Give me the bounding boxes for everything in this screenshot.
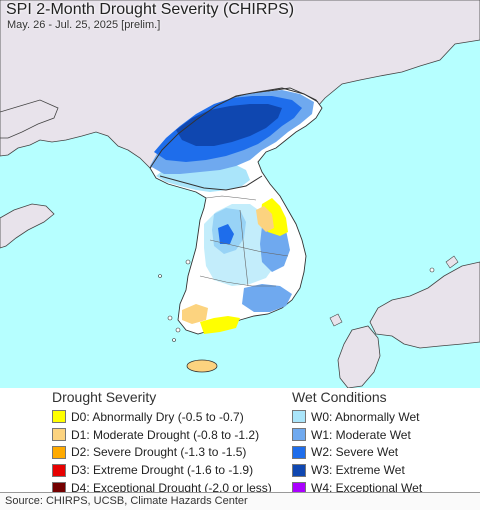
legend-item-d4: D4: Exceptional Drought (-2.0 or less)	[52, 479, 272, 497]
legend-label-w2: W2: Severe Wet	[311, 445, 399, 460]
swatch-w1	[292, 428, 306, 442]
legend-item-d3: D3: Extreme Drought (-1.6 to -1.9)	[52, 461, 272, 479]
swatch-d0	[52, 410, 66, 424]
legend-item-w4: W4: Exceptional Wet	[292, 479, 422, 497]
legend-label-w4: W4: Exceptional Wet	[311, 481, 423, 496]
wet-legend: Wet Conditions W0: Abnormally Wet W1: Mo…	[292, 388, 422, 497]
province-lines	[199, 195, 289, 287]
legend-label-w1: W1: Moderate Wet	[311, 427, 411, 442]
legend-item-d2: D2: Severe Drought (-1.3 to -1.5)	[52, 444, 272, 462]
legend-label-d3: D3: Extreme Drought (-1.6 to -1.9)	[71, 463, 254, 478]
legend-label-w3: W3: Extreme Wet	[311, 463, 405, 478]
china-border	[149, 87, 319, 169]
wet-w1-south-coast	[242, 284, 292, 312]
source-footer: Source: CHIRPS, UCSB, Climate Hazards Ce…	[0, 492, 480, 510]
map-date-range: May. 26 - Jul. 25, 2025 [prelim.]	[7, 19, 161, 31]
map-title: SPI 2-Month Drought Severity (CHIRPS)	[6, 1, 295, 18]
legend-item-w1: W1: Moderate Wet	[292, 426, 422, 444]
swatch-d3	[52, 463, 66, 477]
legend-label-d2: D2: Severe Drought (-1.3 to -1.5)	[71, 445, 247, 460]
swatch-w0	[292, 410, 306, 424]
japan-kyushu	[337, 325, 381, 388]
legend-item-w3: W3: Extreme Wet	[292, 461, 422, 479]
small-islands	[158, 259, 435, 342]
wet-w3-north	[176, 104, 282, 146]
legend-label-d0: D0: Abnormally Dry (-0.5 to -0.7)	[71, 409, 244, 424]
legend-item-d0: D0: Abnormally Dry (-0.5 to -0.7)	[52, 408, 272, 426]
japan-islands	[329, 255, 459, 327]
swatch-w3	[292, 463, 306, 477]
dmz-border	[159, 175, 263, 191]
drought-legend: Drought Severity D0: Abnormally Dry (-0.…	[52, 388, 272, 497]
drought-map: SPI 2-Month Drought Severity (CHIRPS) Ma…	[0, 0, 480, 388]
swatch-w2	[292, 445, 306, 459]
legend-item-w0: W0: Abnormally Wet	[292, 408, 422, 426]
swatch-d2	[52, 445, 66, 459]
drought-d1-south	[182, 304, 208, 324]
wet-legend-heading: Wet Conditions	[292, 389, 387, 405]
wet-w2-south	[218, 224, 234, 244]
drought-d0-south-coast	[200, 316, 240, 334]
liaodong-peninsula	[0, 99, 59, 139]
legend-label-d1: D1: Moderate Drought (-0.8 to -1.2)	[71, 427, 260, 442]
jeju-island	[186, 359, 218, 373]
legend-label-w0: W0: Abnormally Wet	[311, 409, 420, 424]
legend-item-d1: D1: Moderate Drought (-0.8 to -1.2)	[52, 426, 272, 444]
map-canvas	[0, 0, 480, 388]
shandong-peninsula	[0, 203, 55, 249]
drought-legend-heading: Drought Severity	[52, 389, 157, 405]
legend-item-w2: W2: Severe Wet	[292, 444, 422, 462]
swatch-d1	[52, 428, 66, 442]
drought-d1-east-coast	[256, 206, 274, 232]
legend-label-d4: D4: Exceptional Drought (-2.0 or less)	[71, 481, 272, 496]
japan-honshu	[369, 261, 480, 349]
